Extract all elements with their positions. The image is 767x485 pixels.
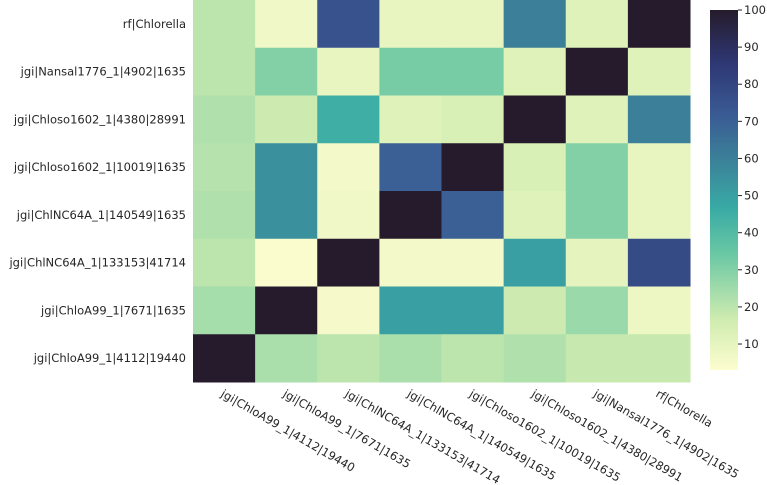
heatmap-cell [627, 238, 691, 287]
colorbar-tick-label: 50 [744, 189, 759, 203]
heatmap-cell [379, 334, 443, 383]
y-tick-label: rf|Chlorella [123, 17, 186, 31]
heatmap-cell [503, 143, 567, 192]
heatmap-cell [379, 95, 443, 144]
heatmap-cell [565, 143, 629, 192]
heatmap-cell [565, 334, 629, 383]
colorbar [710, 10, 738, 370]
heatmap-cell [317, 238, 380, 287]
heatmap-cell [379, 0, 443, 49]
y-tick-label: jgi|ChlNC64A_1|140549|1635 [16, 208, 186, 222]
colorbar-tick-label: 40 [744, 226, 759, 240]
heatmap-cell [193, 0, 256, 49]
y-tick-label: jgi|Chloso1602_1|10019|1635 [13, 160, 186, 174]
heatmap-cell [503, 95, 567, 144]
heatmap-cell [379, 238, 443, 287]
heatmap-cell [627, 191, 691, 240]
heatmap-cell [503, 238, 567, 287]
heatmap-cell [503, 191, 567, 240]
colorbar-tick-label: 100 [744, 3, 766, 17]
heatmap-cell [503, 334, 567, 383]
heatmap-cell [503, 286, 567, 335]
heatmap-cell [503, 47, 567, 96]
heatmap-cell [255, 143, 318, 192]
heatmap-cell [255, 95, 318, 144]
heatmap-cell [379, 286, 443, 335]
heatmap-cell [627, 0, 691, 49]
heatmap-cell [441, 95, 505, 144]
heatmap-cell [441, 286, 505, 335]
y-tick-labels: rf|Chlorella jgi|Nansal1776_1|4902|1635jg… [8, 17, 186, 365]
heatmap-cell [255, 0, 318, 49]
heatmap-cell [379, 143, 443, 192]
heatmap-cell [503, 0, 567, 49]
colorbar-tick-label: 60 [744, 151, 759, 165]
colorbar-tick-label: 70 [744, 114, 759, 128]
heatmap-cell [565, 286, 629, 335]
heatmap-cell [317, 143, 380, 192]
heatmap-cell [379, 47, 443, 96]
heatmap-cells [193, 0, 691, 383]
heatmap-cell [193, 143, 256, 192]
heatmap-cell [565, 0, 629, 49]
heatmap-cell [193, 47, 256, 96]
colorbar-tick-label: 90 [744, 40, 759, 54]
colorbar-ticks: 10 20 30 40 50 60 70 80 90 100 [738, 3, 766, 351]
heatmap-cell [627, 95, 691, 144]
heatmap-cell [627, 286, 691, 335]
y-tick-label: jgi|ChloA99_1|4112|19440 [33, 351, 186, 365]
heatmap-cell [193, 334, 256, 383]
colorbar-gradient [710, 10, 738, 370]
heatmap-cell [565, 47, 629, 96]
colorbar-tick-label: 20 [744, 300, 759, 314]
heatmap-cell [565, 95, 629, 144]
heatmap-cell [193, 238, 256, 287]
heatmap-cell [627, 334, 691, 383]
heatmap-cell [255, 286, 318, 335]
heatmap-cell [317, 0, 380, 49]
heatmap-cell [255, 334, 318, 383]
heatmap-cell [565, 238, 629, 287]
heatmap-cell [255, 238, 318, 287]
heatmap-cell [317, 334, 380, 383]
colorbar-tick-label: 30 [744, 263, 759, 277]
heatmap-cell [565, 191, 629, 240]
y-tick-label: jgi|Chloso1602_1|4380|28991 [13, 112, 186, 126]
heatmap-cell [441, 191, 505, 240]
x-tick-labels: jgi|ChloA99_1|4112|19440jgi|ChloA99_1|76… [218, 386, 742, 485]
heatmap-cell [441, 334, 505, 383]
heatmap-cell [627, 143, 691, 192]
y-tick-label: jgi|ChloA99_1|7671|1635 [40, 303, 186, 317]
heatmap-cell [317, 286, 380, 335]
heatmap-cell [193, 286, 256, 335]
heatmap-cell [441, 143, 505, 192]
colorbar-tick-label: 10 [744, 337, 759, 351]
y-tick-label: jgi|ChlNC64A_1|133153|41714 [8, 256, 186, 270]
heatmap-cell [627, 47, 691, 96]
heatmap-cell [317, 95, 380, 144]
heatmap-cell [255, 191, 318, 240]
heatmap-cell [379, 191, 443, 240]
heatmap-cell [441, 0, 505, 49]
heatmap-cell [441, 47, 505, 96]
heatmap-cell [193, 191, 256, 240]
heatmap-cell [441, 238, 505, 287]
y-tick-label: jgi|Nansal1776_1|4902|1635 [20, 65, 186, 79]
heatmap-cell [317, 47, 380, 96]
colorbar-tick-label: 80 [744, 77, 759, 91]
heatmap-cell [317, 191, 380, 240]
heatmap-cell [255, 47, 318, 96]
heatmap-cell [193, 95, 256, 144]
